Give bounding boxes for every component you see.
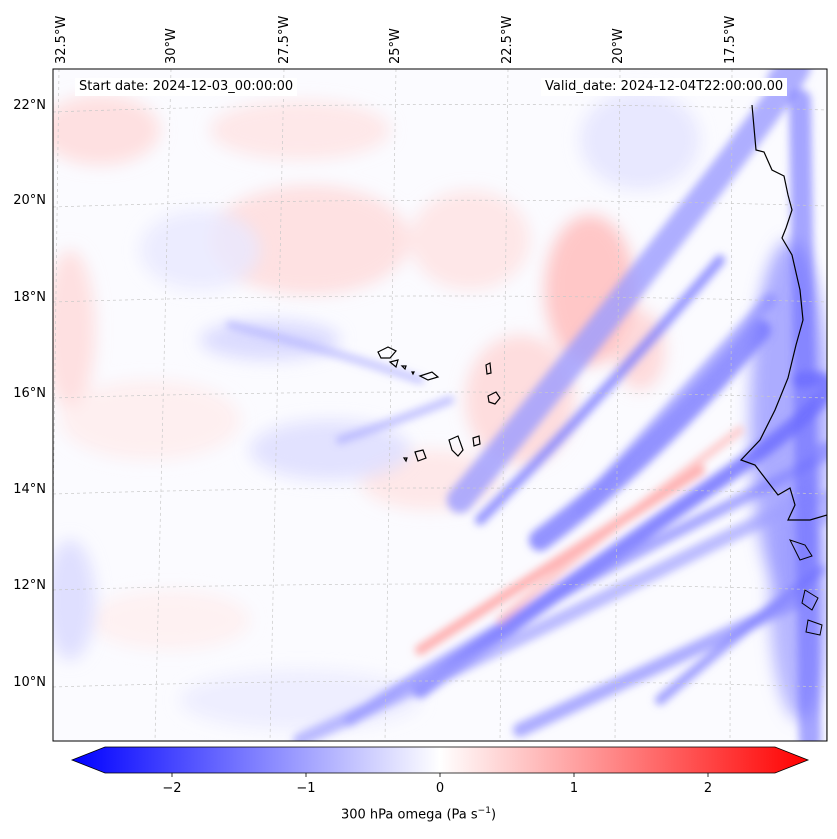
lon-label: 27.5°W <box>277 15 292 64</box>
lon-label: 20°W <box>611 28 626 64</box>
lat-label: 20°N <box>13 193 46 208</box>
map-frame <box>52 68 828 742</box>
map-panel <box>53 69 827 741</box>
coast-detail <box>805 619 823 636</box>
lat-label: 14°N <box>13 482 46 497</box>
lon-label: 32.5°W <box>54 15 69 64</box>
colorbar-tick-label: −2 <box>162 781 182 796</box>
lat-label: 18°N <box>13 290 46 305</box>
colorbar-title: 300 hPa omega (Pa s−1) <box>0 806 837 822</box>
lat-label: 16°N <box>13 386 46 401</box>
lat-label: 10°N <box>13 675 46 690</box>
colorbar-title-exponent: −1 <box>477 806 491 816</box>
colorbar-tick-label: −1 <box>296 781 316 796</box>
lon-label: 17.5°W <box>723 15 738 64</box>
start-date-label: Start date: 2024-12-03_00:00:00 <box>75 78 298 96</box>
colorbar-tick-label: 1 <box>569 781 579 796</box>
lat-label: 22°N <box>13 98 46 113</box>
lon-label: 22.5°W <box>500 15 515 64</box>
lat-label: 12°N <box>13 578 46 593</box>
colorbar-title-text: 300 hPa omega (Pa s <box>340 807 478 823</box>
colorbar-title-end: ) <box>490 807 497 823</box>
coast-detail <box>801 589 819 611</box>
colorbar <box>70 746 810 777</box>
colorbar-bar <box>70 746 810 774</box>
colorbar-ticks <box>171 773 709 777</box>
omega-bands <box>226 69 827 741</box>
coast-detail <box>789 539 813 561</box>
lon-label: 25°W <box>388 28 403 64</box>
valid-date-label: Valid_date: 2024-12-04T22:00:00.00 <box>541 78 788 96</box>
africa-coastline <box>739 104 827 741</box>
colorbar-tick-label: 2 <box>703 781 713 796</box>
graticule <box>53 69 827 741</box>
colorbar-tick-label: 0 <box>435 781 445 796</box>
cape-verde-islands <box>377 346 501 463</box>
lon-label: 30°W <box>164 28 179 64</box>
